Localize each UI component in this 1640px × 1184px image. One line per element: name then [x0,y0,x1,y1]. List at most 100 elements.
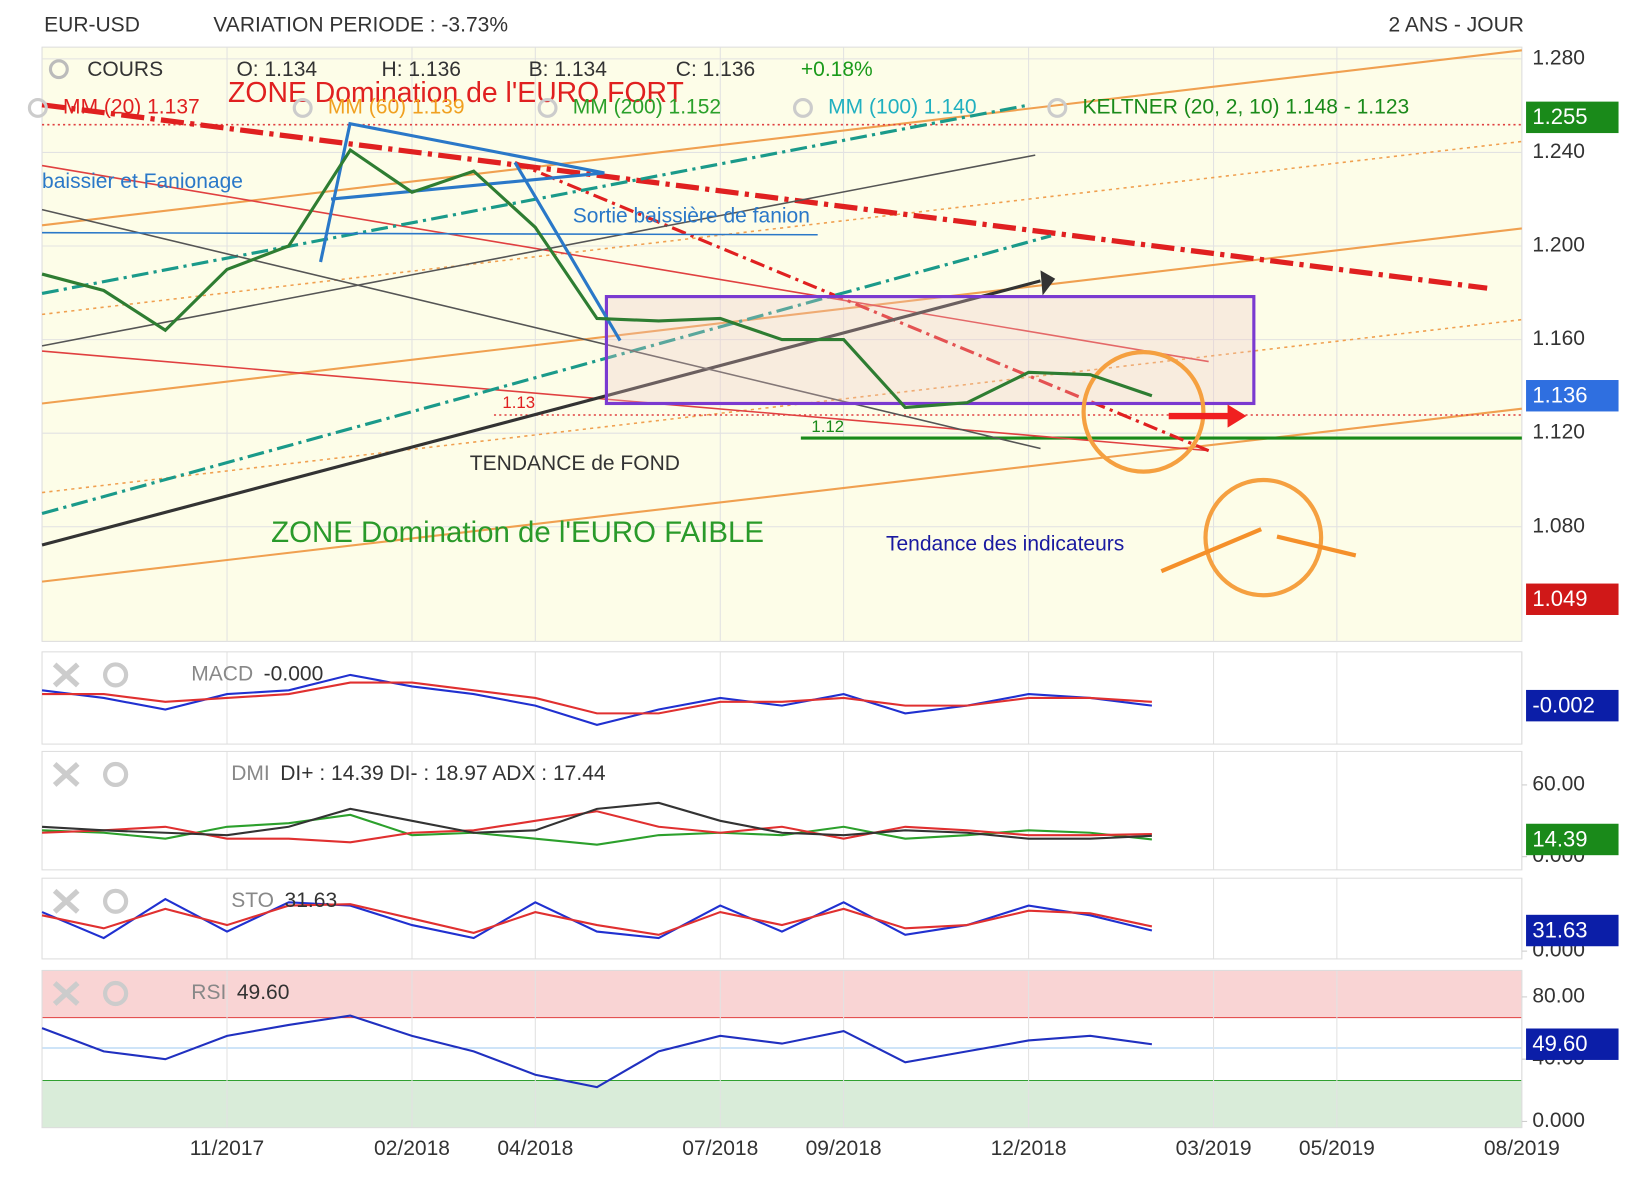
panel-title: DMI [231,762,270,785]
oversold-zone [42,1080,1522,1128]
breakout-line [513,161,622,342]
plot-background [41,46,1523,642]
annotation: Sortie baissière de fanion [573,205,810,228]
quote-high: H: 1.136 [382,58,461,81]
panel-title: RSI [191,981,226,1004]
settings-icon [792,97,813,118]
settings-icon [102,888,129,914]
panel-title: MACD [191,662,253,685]
series-line [41,810,1152,844]
chart-area: EUR-USD VARIATION PERIODE : -3.73% 2 ANS… [27,14,1619,1160]
value-badge [1526,914,1619,947]
annotation: ZONE Domination de l'EURO FORT [228,77,684,109]
symbol: EUR-USD [44,14,140,37]
settings-icon [292,97,313,118]
channel-midline [41,318,1522,494]
trend-line [41,154,1036,347]
annotation: ZONE Domination de l'EURO FAIBLE [271,516,764,549]
panel-value: -0.000 [264,662,324,685]
annotation: TENDANCE de FOND [470,452,680,475]
highlight-circle [1081,350,1206,474]
value-badge [1526,689,1619,722]
x-tick-label: 08/2019 [1484,1137,1560,1160]
settings-icon [1047,97,1068,118]
quote-change: +0.18% [801,58,873,81]
value-badge-label: 31.63 [1532,917,1587,942]
annotation: 1.12 [811,417,844,436]
marks [41,147,1153,1089]
indicator-label: KELTNER (20, 2, 10) 1.148 - 1.123 [1083,96,1410,119]
series-line [41,1014,1153,1089]
panel-value: 31.63 [285,889,338,912]
indicator-label: MM (60) 1.139 [328,96,465,119]
x-tick-label: 12/2018 [991,1137,1067,1160]
variation: VARIATION PERIODE : -3.73% [213,14,508,37]
period: 2 ANS - JOUR [1388,14,1523,37]
close-icon [52,662,80,688]
y-tick-label: 1.240 [1532,140,1585,163]
trend-line [41,208,1041,450]
value-badge [1526,101,1619,134]
series-line [41,147,1153,410]
drawings [41,49,1522,598]
value-badge-label: 1.255 [1532,104,1587,129]
panel-frame [41,877,1523,960]
indicator-label: MM (100) 1.140 [828,96,976,119]
y-tick-label: 80.00 [1532,984,1585,1007]
arrow-head [1227,404,1247,428]
value-badge-label: 49.60 [1532,1031,1587,1056]
value-badge-label: -0.002 [1532,693,1595,718]
overbought-zone [42,970,1522,1018]
x-tick-label: 09/2018 [806,1137,882,1160]
trend-line [41,234,1052,516]
annotation: 1.13 [502,393,535,412]
indicator-label: MM (200) 1.152 [573,96,721,119]
range-box [604,295,1256,406]
y-tick-label: 1.120 [1532,421,1585,444]
arrow [1160,527,1263,574]
close-icon [52,888,80,914]
value-badge [1526,823,1619,856]
series-line [42,681,1152,715]
value-badge-label: 1.049 [1532,586,1587,611]
y-tick-label: 1.160 [1532,327,1585,350]
y-tick-label: 1.200 [1532,234,1585,257]
pennant-line [42,231,818,236]
x-tick-label: 11/2017 [190,1137,264,1160]
panel-value: DI+ : 14.39 DI- : 18.97 ADX : 17.44 [280,762,606,785]
pennant [319,121,605,263]
x-tick-label: 07/2018 [682,1137,758,1160]
settings-icon [102,662,129,688]
value-badge-label: 1.136 [1532,383,1587,408]
x-tick-label: 04/2018 [497,1137,573,1160]
x-tick-label: 02/2018 [374,1137,450,1160]
panel-frame [41,750,1523,871]
panel-value: 49.60 [237,981,290,1004]
trend-line [41,164,1209,363]
indicator-label: MM (20) 1.137 [63,96,200,119]
settings-icon [27,97,48,118]
quote-close: C: 1.136 [676,58,755,81]
annotation: Tendance des indicateurs [886,533,1124,556]
arrow-head [1040,270,1056,296]
close-icon [52,762,80,787]
panel-title: STO [231,889,274,912]
arrow [1276,534,1357,558]
highlight-circle [1203,477,1324,598]
value-badge-label: 14.39 [1532,826,1587,851]
annotation: baissier et Fanionage [42,170,243,193]
channel-line [41,227,1522,405]
channel-midline [41,140,1522,316]
panel-frame [41,969,1523,1129]
x-tick-label: 05/2019 [1299,1137,1375,1160]
panel-frame [41,651,1523,745]
y-tick-label: 0.000 [1532,1109,1585,1132]
channel-line [41,49,1522,227]
close-icon [52,981,80,1006]
series-line [41,801,1152,840]
settings-icon [537,97,558,118]
y-tick-label: 1.080 [1532,514,1585,537]
y-tick-label: 60.00 [1532,772,1585,795]
resistance-line [41,102,1488,291]
